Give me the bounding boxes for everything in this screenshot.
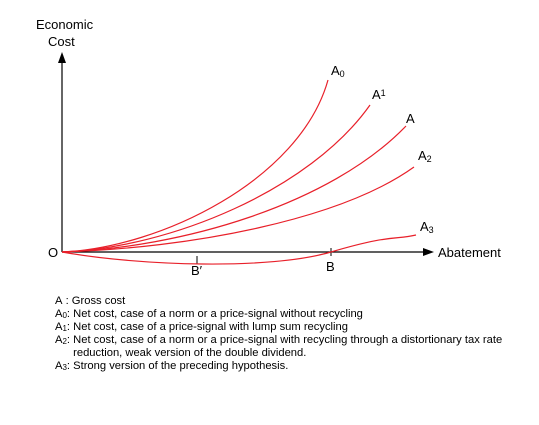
- b-label: B: [326, 259, 335, 274]
- legend-separator: :: [66, 321, 74, 333]
- curve-a2: [61, 166, 415, 253]
- legend-separator: :: [66, 334, 74, 346]
- legend-item-a3: A3: Strong version of the preceding hypo…: [55, 360, 525, 373]
- legend-key: A2: [55, 334, 67, 346]
- curves: [61, 79, 417, 265]
- curve-a3: [61, 234, 417, 265]
- y-axis-label-line1: Economic: [36, 17, 94, 32]
- curve-label-a2: A2: [418, 148, 432, 164]
- x-axis-arrow: [423, 248, 434, 256]
- origin-label: O: [48, 245, 58, 260]
- legend-text: Net cost, case of a norm or a price-sign…: [73, 308, 363, 320]
- legend-key: A3: [55, 360, 67, 372]
- y-axis-arrow: [58, 52, 66, 63]
- curve-label-a3: A3: [420, 219, 434, 235]
- legend-item-a0: A0: Net cost, case of a norm or a price-…: [55, 308, 525, 321]
- curve-a0: [61, 79, 329, 253]
- legend-text: Strong version of the preceding hypothes…: [73, 360, 289, 372]
- legend-separator: :: [66, 360, 74, 372]
- legend-text: Net cost, case of a price-signal with lu…: [73, 321, 348, 333]
- b-prime-label: B′: [191, 263, 203, 278]
- curve-a: [61, 125, 407, 253]
- legend-item-a1: A1: Net cost, case of a price-signal wit…: [55, 321, 525, 334]
- legend-item-a2: A2: Net cost, case of a norm or a price-…: [55, 334, 525, 360]
- legend-key: A1: [55, 321, 67, 333]
- y-axis-label-line2: Cost: [48, 34, 75, 49]
- curve-a1: [61, 104, 371, 253]
- legend-item-a: A : Gross cost: [55, 295, 525, 308]
- legend-text: Net cost, case of a norm or a price-sign…: [73, 334, 503, 359]
- legend-separator: :: [62, 295, 72, 307]
- curve-label-a1: A1: [372, 87, 386, 102]
- legend-separator: :: [66, 308, 74, 320]
- x-axis-label: Abatement: [438, 245, 501, 260]
- curve-label-a0: A0: [331, 63, 345, 79]
- legend-key: A: [55, 295, 63, 307]
- legend-notes: A : Gross cost A0: Net cost, case of a n…: [55, 295, 525, 373]
- curve-label-a: A: [406, 111, 415, 126]
- legend-text: Gross cost: [71, 295, 126, 307]
- legend-key: A0: [55, 308, 67, 320]
